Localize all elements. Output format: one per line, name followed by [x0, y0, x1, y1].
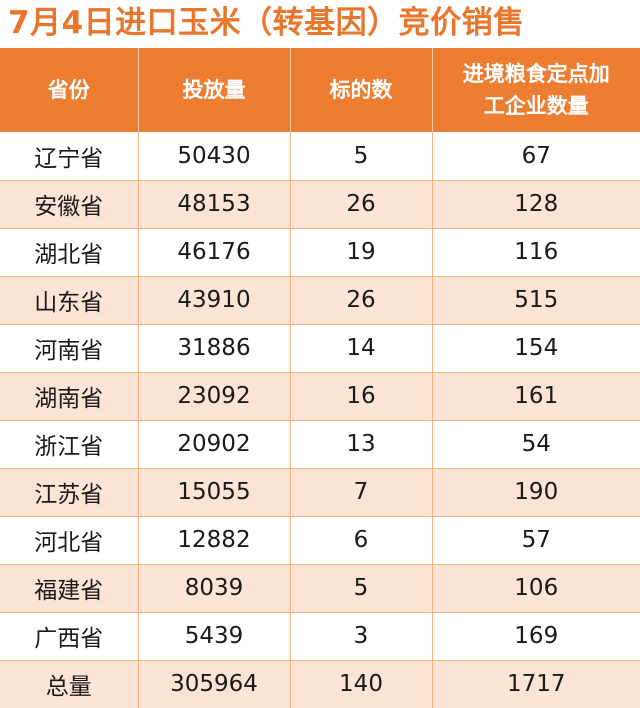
enterprise-count-cell: 161 — [432, 372, 640, 421]
release-volume-cell: 12882 — [138, 516, 291, 565]
header-line-2: 工企业数量 — [483, 94, 589, 118]
province-cell: 广西省 — [0, 612, 139, 661]
enterprise-count-cell: 54 — [432, 420, 640, 469]
enterprise-count-cell: 57 — [432, 516, 640, 565]
province-cell: 江苏省 — [0, 468, 139, 517]
release-volume-cell: 48153 — [138, 180, 291, 229]
lot-count-cell: 16 — [290, 372, 433, 421]
enterprise-count-cell: 154 — [432, 324, 640, 373]
release-volume-cell: 20902 — [138, 420, 291, 469]
auction-sales-table: 省份 投放量 标的数 进境粮食定点加 工企业数量 辽宁省 50430 5 67 安徽省 48… — [0, 48, 640, 708]
lot-count-cell: 14 — [290, 324, 433, 373]
province-cell: 河北省 — [0, 516, 139, 565]
release-volume-cell: 31886 — [138, 324, 291, 373]
header-processing-enterprise-count: 进境粮食定点加 工企业数量 — [432, 48, 640, 132]
release-volume-cell: 43910 — [138, 276, 291, 325]
header-row: 省份 投放量 标的数 进境粮食定点加 工企业数量 — [0, 48, 640, 132]
table-row: 辽宁省 50430 5 67 — [0, 132, 640, 181]
table-row: 福建省 8039 5 106 — [0, 564, 640, 613]
province-cell: 山东省 — [0, 276, 139, 325]
header-province: 省份 — [0, 48, 139, 132]
table-row: 河南省 31886 14 154 — [0, 324, 640, 373]
table-row: 广西省 5439 3 169 — [0, 612, 640, 661]
release-volume-cell: 23092 — [138, 372, 291, 421]
release-volume-cell: 305964 — [138, 660, 291, 708]
table-row: 湖南省 23092 16 161 — [0, 372, 640, 421]
lot-count-cell: 13 — [290, 420, 433, 469]
table-row: 山东省 43910 26 515 — [0, 276, 640, 325]
release-volume-cell: 5439 — [138, 612, 291, 661]
province-cell: 湖南省 — [0, 372, 139, 421]
table-row: 河北省 12882 6 57 — [0, 516, 640, 565]
lot-count-cell: 26 — [290, 180, 433, 229]
lot-count-cell: 26 — [290, 276, 433, 325]
lot-count-cell: 3 — [290, 612, 433, 661]
table-row: 湖北省 46176 19 116 — [0, 228, 640, 277]
header-line-1: 进境粮食定点加 — [462, 62, 610, 86]
province-cell: 福建省 — [0, 564, 139, 613]
lot-count-cell: 7 — [290, 468, 433, 517]
enterprise-count-cell: 190 — [432, 468, 640, 517]
province-cell: 浙江省 — [0, 420, 139, 469]
page-title: 7月4日进口玉米（转基因）竞价销售 — [8, 5, 525, 41]
province-cell: 总量 — [0, 660, 139, 708]
release-volume-cell: 50430 — [138, 132, 291, 181]
table-row: 浙江省 20902 13 54 — [0, 420, 640, 469]
release-volume-cell: 15055 — [138, 468, 291, 517]
enterprise-count-cell: 67 — [432, 132, 640, 181]
release-volume-cell: 46176 — [138, 228, 291, 277]
header-lot-count: 标的数 — [290, 48, 433, 132]
table-row: 安徽省 48153 26 128 — [0, 180, 640, 229]
table-row: 江苏省 15055 7 190 — [0, 468, 640, 517]
province-cell: 安徽省 — [0, 180, 139, 229]
enterprise-count-cell: 515 — [432, 276, 640, 325]
header-release-volume: 投放量 — [138, 48, 291, 132]
enterprise-count-cell: 169 — [432, 612, 640, 661]
lot-count-cell: 5 — [290, 564, 433, 613]
province-cell: 辽宁省 — [0, 132, 139, 181]
release-volume-cell: 8039 — [138, 564, 291, 613]
lot-count-cell: 6 — [290, 516, 433, 565]
lot-count-cell: 140 — [290, 660, 433, 708]
enterprise-count-cell: 106 — [432, 564, 640, 613]
enterprise-count-cell: 128 — [432, 180, 640, 229]
table-header: 省份 投放量 标的数 进境粮食定点加 工企业数量 — [0, 48, 640, 132]
lot-count-cell: 5 — [290, 132, 433, 181]
total-row: 总量 305964 140 1717 — [0, 660, 640, 708]
enterprise-count-cell: 116 — [432, 228, 640, 277]
enterprise-count-cell: 1717 — [432, 660, 640, 708]
province-cell: 湖北省 — [0, 228, 139, 277]
province-cell: 河南省 — [0, 324, 139, 373]
lot-count-cell: 19 — [290, 228, 433, 277]
table-body: 辽宁省 50430 5 67 安徽省 48153 26 128 湖北省 46176 19 116 山东省… — [0, 132, 640, 708]
